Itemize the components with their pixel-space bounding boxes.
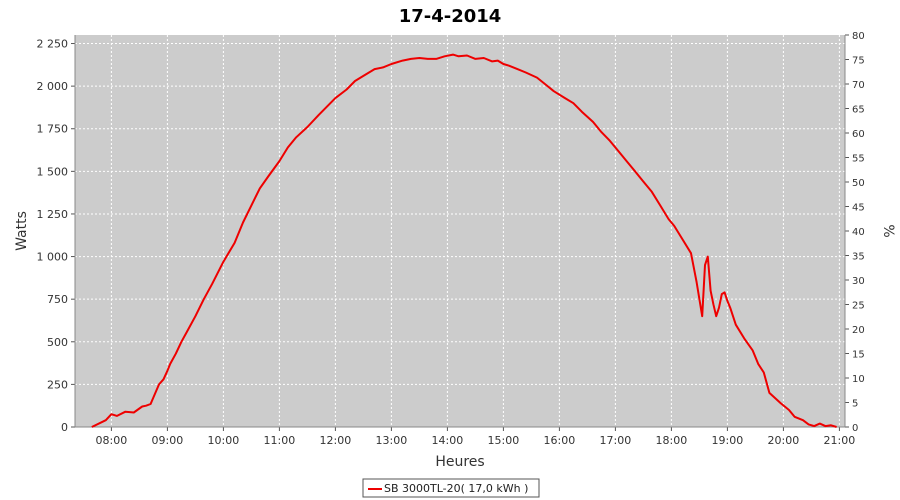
- x-tick-label: 15:00: [488, 434, 520, 447]
- series-line-0: [91, 53, 837, 428]
- x-tick-label: 16:00: [544, 434, 576, 447]
- y-tick-label: 2 250: [37, 38, 69, 51]
- x-tick-label: 20:00: [768, 434, 800, 447]
- y-axis: 0 250 500 750 1 000 1 250 1 500 1 750 2 000 2 250: [37, 35, 76, 434]
- y-tick-label: 0: [61, 421, 68, 434]
- y2-tick-label: 65: [852, 105, 865, 116]
- y2-tick-label: 5: [852, 399, 858, 410]
- y2-tick-label: 50: [852, 178, 865, 189]
- y2-tick-label: 0: [852, 423, 858, 434]
- y-tick-label: 1 250: [37, 208, 69, 221]
- x-tick-label: 09:00: [152, 434, 184, 447]
- y-tick-label: 1 750: [37, 123, 69, 136]
- y-tick-label: 1 000: [37, 251, 69, 264]
- x-axis: 08:00 09:00 10:00 11:00 12:00 13:00 14:00 15:00…: [75, 426, 856, 447]
- x-tick-label: 11:00: [264, 434, 296, 447]
- legend: SB 3000TL-20( 17,0 kWh ): [362, 478, 540, 498]
- y2-tick-label: 70: [852, 80, 865, 91]
- legend-label: SB 3000TL-20( 17,0 kWh ): [384, 482, 528, 495]
- y2-axis-title: %: [880, 224, 896, 237]
- y2-tick-label: 45: [852, 203, 865, 214]
- y2-tick-label: 10: [852, 374, 865, 385]
- y2-tick-label: 35: [852, 252, 865, 263]
- x-tick-label: 18:00: [656, 434, 688, 447]
- y2-axis: 0 5 10 15 20 25 30 35 40 45 50 55 60 65 70 75 80: [844, 31, 865, 434]
- y2-tick-label: 30: [852, 276, 865, 287]
- y-tick-label: 1 500: [37, 165, 69, 178]
- y-tick-label: 750: [47, 293, 68, 306]
- x-tick-label: 10:00: [208, 434, 240, 447]
- y-tick-label: 500: [47, 336, 68, 349]
- y-tick-label: 250: [47, 378, 68, 391]
- y2-tick-label: 40: [852, 227, 865, 238]
- x-tick-label: 21:00: [824, 434, 856, 447]
- y2-tick-label: 60: [852, 129, 865, 140]
- plot-area: [75, 35, 845, 427]
- x-tick-label: 17:00: [600, 434, 632, 447]
- y2-tick-label: 80: [852, 31, 865, 42]
- y2-tick-label: 75: [852, 56, 865, 67]
- y2-tick-label: 55: [852, 154, 865, 165]
- x-tick-label: 08:00: [96, 434, 128, 447]
- x-tick-label: 14:00: [432, 434, 464, 447]
- x-tick-label: 13:00: [376, 434, 408, 447]
- y2-tick-label: 20: [852, 325, 865, 336]
- grid: [75, 35, 845, 428]
- x-axis-title: Heures: [435, 454, 484, 470]
- series-layer: [91, 53, 837, 428]
- y-axis-title: Watts: [14, 211, 30, 251]
- chart-title: 17-4-2014: [399, 6, 502, 27]
- x-tick-label: 19:00: [712, 434, 744, 447]
- y-tick-label: 2 000: [37, 80, 69, 93]
- legend-box: [362, 478, 540, 498]
- y2-tick-label: 25: [852, 301, 865, 312]
- x-tick-label: 12:00: [320, 434, 352, 447]
- y2-tick-label: 15: [852, 350, 865, 361]
